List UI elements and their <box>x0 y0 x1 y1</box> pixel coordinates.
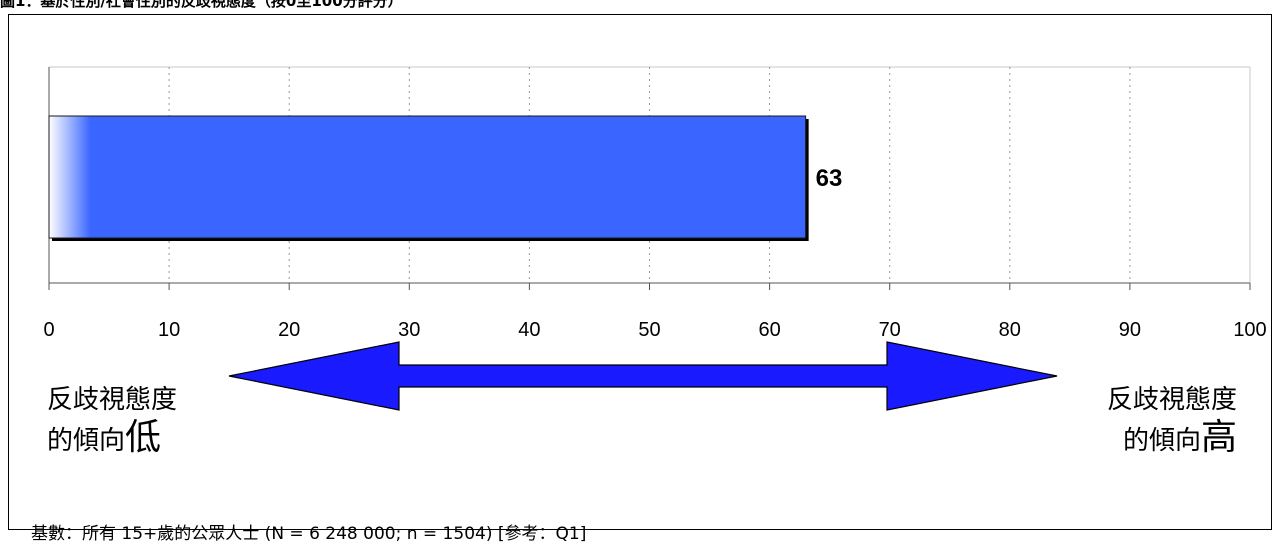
x-tick-label-20: 20 <box>278 319 300 341</box>
high-tendency-label: 反歧視態度 的傾向高 <box>1107 381 1237 460</box>
chart-frame: 63 0 10 20 30 40 50 60 70 80 90 100 反歧視態度 的傾向低 反歧視… <box>8 14 1272 544</box>
x-tick-label-50: 50 <box>638 319 660 341</box>
x-tick-label-90: 90 <box>1119 319 1141 341</box>
x-tick-labels: 0 10 20 30 40 50 60 70 80 90 100 <box>43 319 1266 341</box>
x-tick-label-30: 30 <box>398 319 420 341</box>
high-label-emphasis: 高 <box>1200 417 1237 458</box>
chart-title: 圖1：基於性別/社會性別的反歧視態度（按0至100分評分） <box>0 0 403 10</box>
bar-value-label: 63 <box>816 165 843 192</box>
high-label-line2: 的傾向 <box>1122 426 1201 456</box>
double-headed-arrow <box>228 341 1058 411</box>
low-label-emphasis: 低 <box>125 417 162 458</box>
scale-arrow <box>228 341 1058 411</box>
high-label-line1: 反歧視態度 <box>1106 385 1237 415</box>
x-axis <box>48 67 1251 290</box>
bar-series: 63 <box>48 115 843 241</box>
low-tendency-label: 反歧視態度 的傾向低 <box>47 381 177 460</box>
base-footnote: 基數：所有 15+歲的公眾人士 (N = 6 248 000; n = 1504… <box>31 524 587 544</box>
bar-chart: 63 0 10 20 30 40 50 60 70 80 90 100 <box>43 66 1267 411</box>
x-tick-label-60: 60 <box>758 319 780 341</box>
x-tick-label-10: 10 <box>158 319 180 341</box>
bar <box>48 115 807 239</box>
x-tick-label-70: 70 <box>879 319 901 341</box>
low-label-line1: 反歧視態度 <box>47 385 178 415</box>
x-tick-label-100: 100 <box>1233 319 1266 341</box>
x-tick-label-80: 80 <box>999 319 1021 341</box>
x-tick-label-0: 0 <box>43 319 54 341</box>
low-label-line2: 的傾向 <box>47 426 126 456</box>
x-tick-label-40: 40 <box>518 319 540 341</box>
